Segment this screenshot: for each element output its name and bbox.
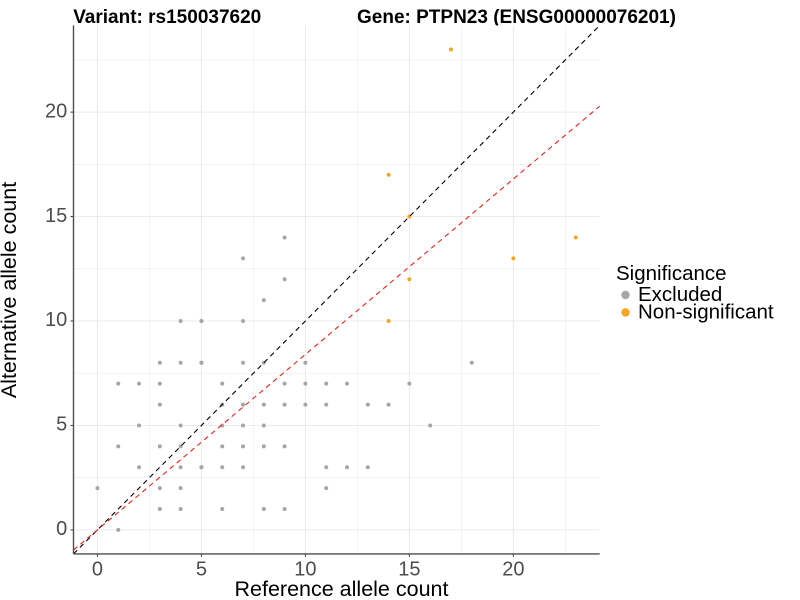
svg-text:10: 10 (45, 309, 67, 331)
svg-text:Alternative allele count: Alternative allele count (0, 182, 21, 398)
svg-text:Significance: Significance (616, 262, 727, 285)
svg-text:5: 5 (196, 559, 207, 581)
svg-text:0: 0 (56, 518, 67, 540)
svg-text:15: 15 (45, 205, 67, 227)
svg-text:Reference allele count: Reference allele count (235, 577, 449, 600)
svg-text:Gene: PTPN23 (ENSG00000076201): Gene: PTPN23 (ENSG00000076201) (357, 7, 676, 28)
svg-text:0: 0 (92, 559, 103, 581)
svg-text:20: 20 (45, 100, 67, 122)
svg-text:5: 5 (56, 414, 67, 436)
svg-text:20: 20 (502, 559, 524, 581)
svg-text:Non-significant: Non-significant (638, 301, 774, 324)
svg-text:Variant: rs150037620: Variant: rs150037620 (73, 7, 261, 28)
